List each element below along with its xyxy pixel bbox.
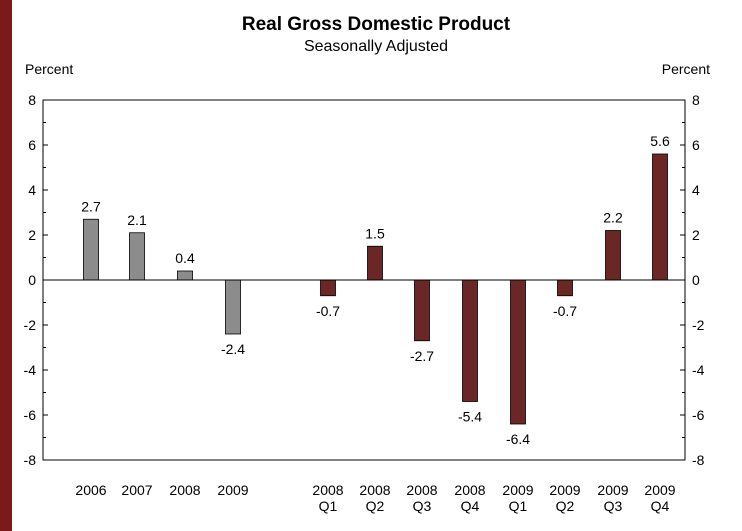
data-label: 2.2 xyxy=(603,210,623,226)
plot-area: 8 8 6 6 4 4 2 2 0 0 -2 -2 -4 -4 -6 -6 -8 -8 2.7 2006 2.1 2007… xyxy=(24,92,705,514)
data-label: -0.7 xyxy=(553,303,577,319)
x-category-label: Q3 xyxy=(604,498,623,514)
y-tick-label-left: -6 xyxy=(24,407,37,423)
bar xyxy=(462,279,478,402)
bar xyxy=(320,279,336,297)
y-tick-label-left: 4 xyxy=(28,182,36,198)
y-tick-label-left: -8 xyxy=(24,452,37,468)
data-label: 5.6 xyxy=(650,133,670,149)
x-category-label: 2008 xyxy=(359,482,390,498)
x-category-label: Q2 xyxy=(556,498,575,514)
y-tick-label-right: -6 xyxy=(692,407,705,423)
chart-subtitle: Seasonally Adjusted xyxy=(304,38,448,55)
y-axis-unit-right: Percent xyxy=(662,61,710,77)
chart-frame: Real Gross Domestic Product Seasonally A… xyxy=(12,0,742,531)
y-axis-unit-left: Percent xyxy=(25,61,73,77)
x-category-label: Q2 xyxy=(366,498,385,514)
y-tick-label-left: -4 xyxy=(24,362,37,378)
bar xyxy=(129,232,145,281)
gdp-bar-chart: Real Gross Domestic Product Seasonally A… xyxy=(24,14,711,514)
data-label: -6.4 xyxy=(506,431,530,447)
y-tick-label-right: 6 xyxy=(692,137,700,153)
x-category-label: 2009 xyxy=(549,482,580,498)
x-category-label: 2008 xyxy=(312,482,343,498)
y-tick-label-left: 8 xyxy=(28,92,36,108)
bar xyxy=(177,270,193,281)
bar xyxy=(414,279,430,342)
y-tick-label-left: 2 xyxy=(28,227,36,243)
bar xyxy=(367,245,383,281)
y-tick-label-right: -8 xyxy=(692,452,705,468)
x-category-label: 2008 xyxy=(169,482,200,498)
bar xyxy=(557,279,573,297)
bar xyxy=(652,153,668,281)
y-tick-label-left: -2 xyxy=(24,317,37,333)
chart-title: Real Gross Domestic Product xyxy=(242,14,511,35)
x-category-label: 2009 xyxy=(644,482,675,498)
x-category-label: 2009 xyxy=(217,482,248,498)
y-tick-label-right: 2 xyxy=(692,227,700,243)
y-tick-label-right: 0 xyxy=(692,272,700,288)
y-tick-label-right: -2 xyxy=(692,317,705,333)
data-label: -2.7 xyxy=(410,348,434,364)
x-category-label: Q1 xyxy=(319,498,338,514)
data-label: 0.4 xyxy=(175,250,195,266)
x-category-label: 2009 xyxy=(502,482,533,498)
y-tick-label-left: 6 xyxy=(28,137,36,153)
bar xyxy=(510,279,526,425)
bar xyxy=(83,218,99,281)
x-category-label: 2008 xyxy=(406,482,437,498)
x-category-label: 2006 xyxy=(75,482,106,498)
data-label: -0.7 xyxy=(316,303,340,319)
bar xyxy=(225,279,241,335)
x-category-label: 2007 xyxy=(121,482,152,498)
x-category-label: 2008 xyxy=(454,482,485,498)
x-category-label: Q3 xyxy=(413,498,432,514)
x-category-label: Q4 xyxy=(651,498,670,514)
x-category-label: Q1 xyxy=(509,498,528,514)
y-tick-label-right: 8 xyxy=(692,92,700,108)
x-category-label: 2009 xyxy=(597,482,628,498)
x-category-label: Q4 xyxy=(461,498,480,514)
bar xyxy=(605,230,621,281)
y-tick-label-left: 0 xyxy=(28,272,36,288)
data-label: 1.5 xyxy=(365,225,385,241)
y-tick-label-right: -4 xyxy=(692,362,705,378)
y-tick-label-right: 4 xyxy=(692,182,700,198)
data-label: -2.4 xyxy=(221,341,245,357)
data-label: 2.1 xyxy=(127,212,147,228)
data-label: 2.7 xyxy=(81,198,101,214)
data-label: -5.4 xyxy=(458,409,482,425)
